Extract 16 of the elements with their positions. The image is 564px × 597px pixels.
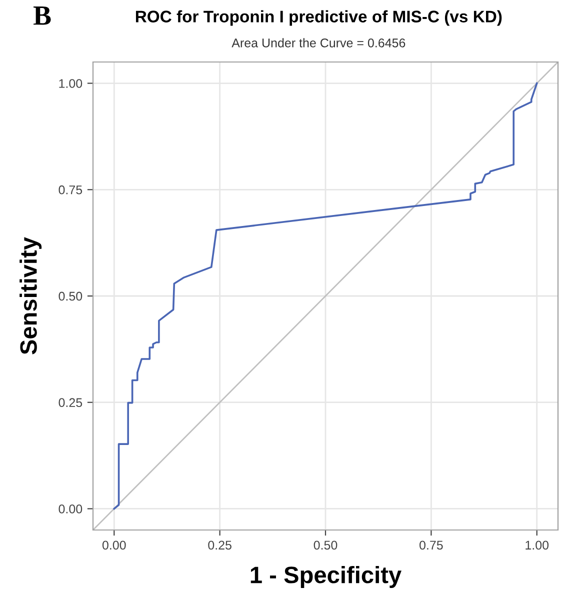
text: B (33, 6, 51, 25)
x-tick-label: 0.25 (208, 540, 232, 550)
y-tick-label: 0.75 (58, 185, 82, 194)
y-tick-label: 0.00 (58, 504, 82, 514)
line-series (113, 82, 538, 510)
x-tick-label: 0.00 (102, 540, 126, 550)
chart-title: ROC for Troponin I predictive of MIS-C (vs KD) (136, 10, 502, 26)
y-tick-label: 1.00 (59, 79, 82, 88)
chart-subtitle: Area Under the Curve = 0.6456 (232, 38, 406, 48)
x-tick-label: 1.00 (526, 540, 549, 550)
y-axis-title: Sensitivity (20, 237, 42, 354)
y-tick-label: 0.25 (58, 398, 82, 408)
x-tick-label: 0.75 (420, 540, 443, 550)
x-tick-label: 0.50 (314, 540, 338, 550)
x-axis-title: 1 - Specificity (250, 566, 402, 588)
y-tick-label: 0.50 (58, 292, 82, 301)
